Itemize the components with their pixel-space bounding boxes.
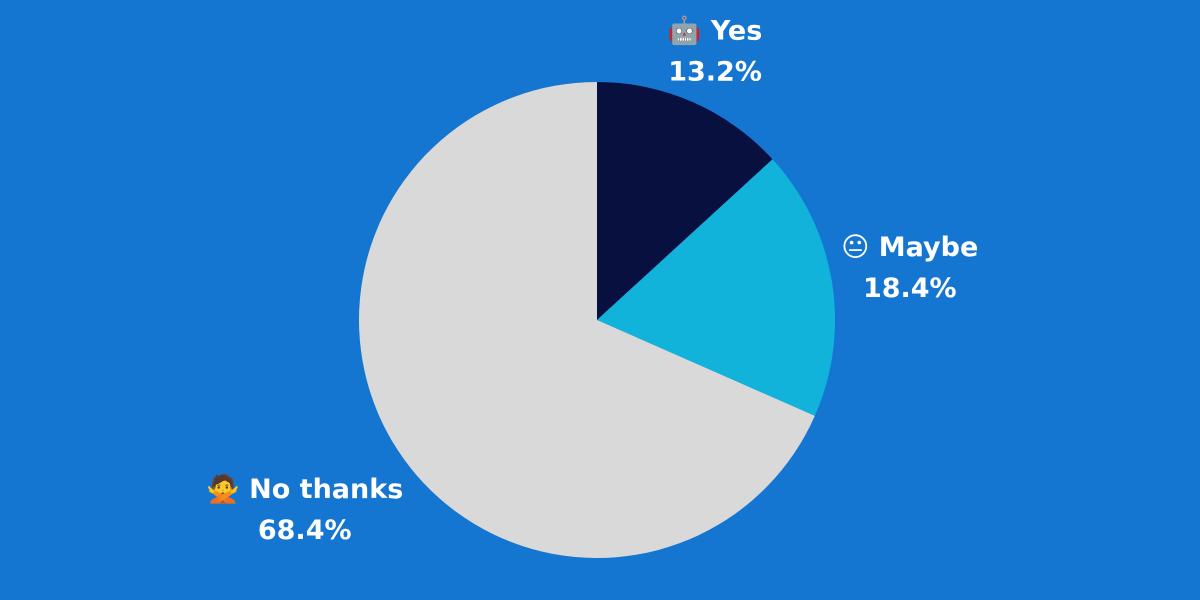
slice-label: 🤖 Yes — [668, 14, 762, 46]
pie-slice — [597, 159, 835, 416]
slice-label: 😐 Maybe — [841, 232, 978, 263]
pie-slice — [597, 82, 773, 320]
slice-value-label: 13.2% — [668, 56, 762, 87]
slice-value-label: 68.4% — [258, 515, 352, 546]
pie-slice — [359, 82, 815, 558]
slice-value-label: 18.4% — [863, 273, 957, 304]
slice-label: 🙅 No thanks — [206, 472, 403, 505]
